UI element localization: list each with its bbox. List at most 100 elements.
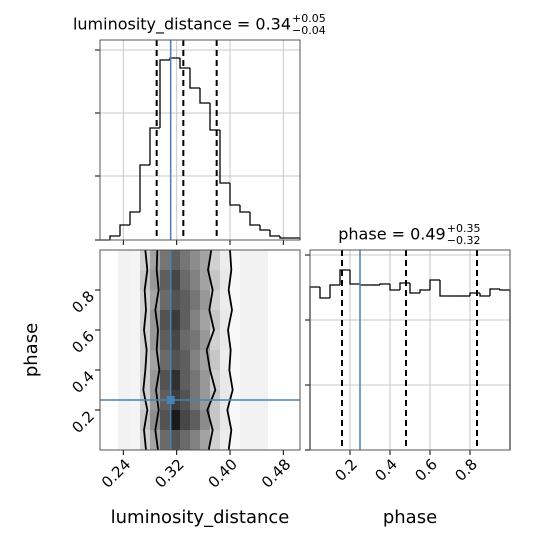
density-cell [180,350,190,370]
density-cell [210,430,220,450]
hist-bin [319,287,330,299]
density-cell [150,330,160,350]
density-cell [190,330,200,350]
hist-bin [359,284,370,286]
density-cell [210,330,220,350]
density-cell [130,330,140,350]
density-cell [160,290,170,310]
density-cell [150,370,160,390]
density-cell [200,430,210,450]
density-cell [150,250,160,270]
truth-marker [166,396,175,404]
density-cell [160,430,170,450]
density-cell [210,370,220,390]
density-cell [150,430,160,450]
density-cell [180,370,190,390]
density-cell [220,270,230,290]
y-tick-label: 0.8 [68,287,98,317]
hist-bin [389,284,400,291]
y-axis-label: phase [21,323,42,377]
density-cell [190,370,200,390]
density-cell [130,430,140,450]
density-cell [220,330,230,350]
density-cell [220,290,230,310]
density-cell [230,290,240,310]
hist-bin [209,103,220,131]
density-cell [160,330,170,350]
density-cell [160,410,170,430]
panel-frame [309,249,511,451]
density-cell [200,370,210,390]
density-cell [210,290,220,310]
x-tick-label: 0.6 [411,455,441,485]
hist-bin [339,269,350,285]
hist-bin [309,286,320,450]
density-cell [200,330,210,350]
hist-bin [149,127,160,165]
density-cell [150,290,160,310]
hist-bin [489,288,500,296]
title-upper: +0.05 [292,12,326,25]
density-cell [210,270,220,290]
density-cell [220,350,230,370]
hist-bin [119,224,130,236]
density-cell [130,270,140,290]
hist-bin [279,236,290,239]
density-cell [170,290,180,310]
density-cell [190,290,200,310]
density-cell [220,310,230,330]
density-cell [190,430,200,450]
density-cell [160,310,170,330]
x-tick-label: 0.4 [371,455,401,485]
hist-bin [109,235,120,240]
x-tick-label: 0.32 [151,455,187,491]
density-cell [230,370,240,390]
panel-title: phase = 0.49 [338,225,445,244]
density-cell [130,310,140,330]
density-cell [180,410,190,430]
hist-bin [249,212,260,226]
contour [205,249,217,451]
panel-frame [99,39,301,241]
hist-bin [169,57,180,60]
density-cell [140,250,150,270]
panel-title: luminosity_distance = 0.34 [73,15,291,35]
density-cell [210,250,220,270]
density-cell [160,350,170,370]
contour [154,249,161,451]
density-cell [180,270,190,290]
hist-bin [189,68,200,89]
density-cell [200,310,210,330]
x-tick-label: 0.48 [258,455,294,491]
y-tick-label: 0.2 [68,407,98,437]
hist-bin [349,270,360,285]
density-cell [190,350,200,370]
density-cell [210,310,220,330]
x-tick-label: 0.2 [331,455,361,485]
density-cell [170,330,180,350]
density-cell [200,250,210,270]
density-cell [230,250,240,270]
title-lower: −0.04 [292,24,326,37]
hist-bin [419,289,430,293]
density-cell [150,270,160,290]
hist-bin [409,283,420,294]
title-lower: −0.32 [447,234,481,247]
density-cell [160,370,170,390]
contour [142,249,149,451]
hist-bin [379,283,390,285]
density-cell [210,410,220,430]
density-cell [140,350,150,370]
density-cell [220,250,230,270]
density-cell [200,290,210,310]
density-cell [180,430,190,450]
density-cell [150,410,160,430]
hist-bin [429,279,440,290]
density-cell [170,410,180,430]
hist-bin [179,58,190,69]
hist-bin [219,130,230,184]
y-tick-label: 0.4 [68,367,98,397]
x-tick-label: 0.24 [98,455,134,491]
contour [226,249,234,451]
